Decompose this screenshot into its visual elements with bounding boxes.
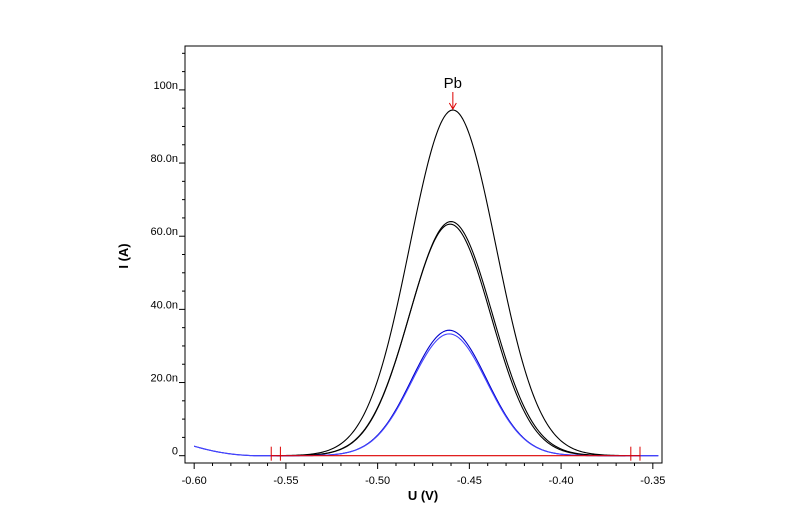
x-tick-label: -0.50: [365, 475, 390, 487]
x-axis-title: U (V): [408, 488, 438, 503]
x-axis-ticks: -0.60 -0.55 -0.50 -0.45 -0.40 -0.35: [182, 463, 665, 487]
y-tick-label: 0: [172, 446, 178, 458]
series-line-1: [276, 221, 626, 457]
series-line-3: [194, 329, 659, 457]
y-axis-ticks: 0 20.0n 40.0n 60.0n 80.0n 100n: [150, 52, 185, 458]
y-tick-label: 20.0n: [150, 373, 178, 385]
x-tick-label: -0.45: [457, 475, 482, 487]
y-tick-label: 100n: [154, 80, 178, 92]
series-layer: [194, 109, 659, 457]
baseline-layer: [270, 446, 641, 461]
y-tick-label: 40.0n: [150, 299, 178, 311]
y-axis-title: I (A): [116, 243, 131, 268]
x-tick-label: -0.40: [549, 475, 574, 487]
plot-frame: [184, 45, 663, 464]
series-line-2: [276, 223, 626, 457]
peak-arrow-head: [448, 102, 457, 111]
x-tick-label: -0.60: [182, 475, 207, 487]
y-tick-label: 60.0n: [150, 226, 178, 238]
y-tick-label: 80.0n: [150, 153, 178, 165]
x-tick-label: -0.35: [640, 475, 665, 487]
series-line-0: [276, 109, 626, 457]
x-tick-label: -0.55: [273, 475, 298, 487]
peak-label: Pb: [444, 75, 462, 92]
annotation-layer: Pb: [444, 75, 462, 111]
